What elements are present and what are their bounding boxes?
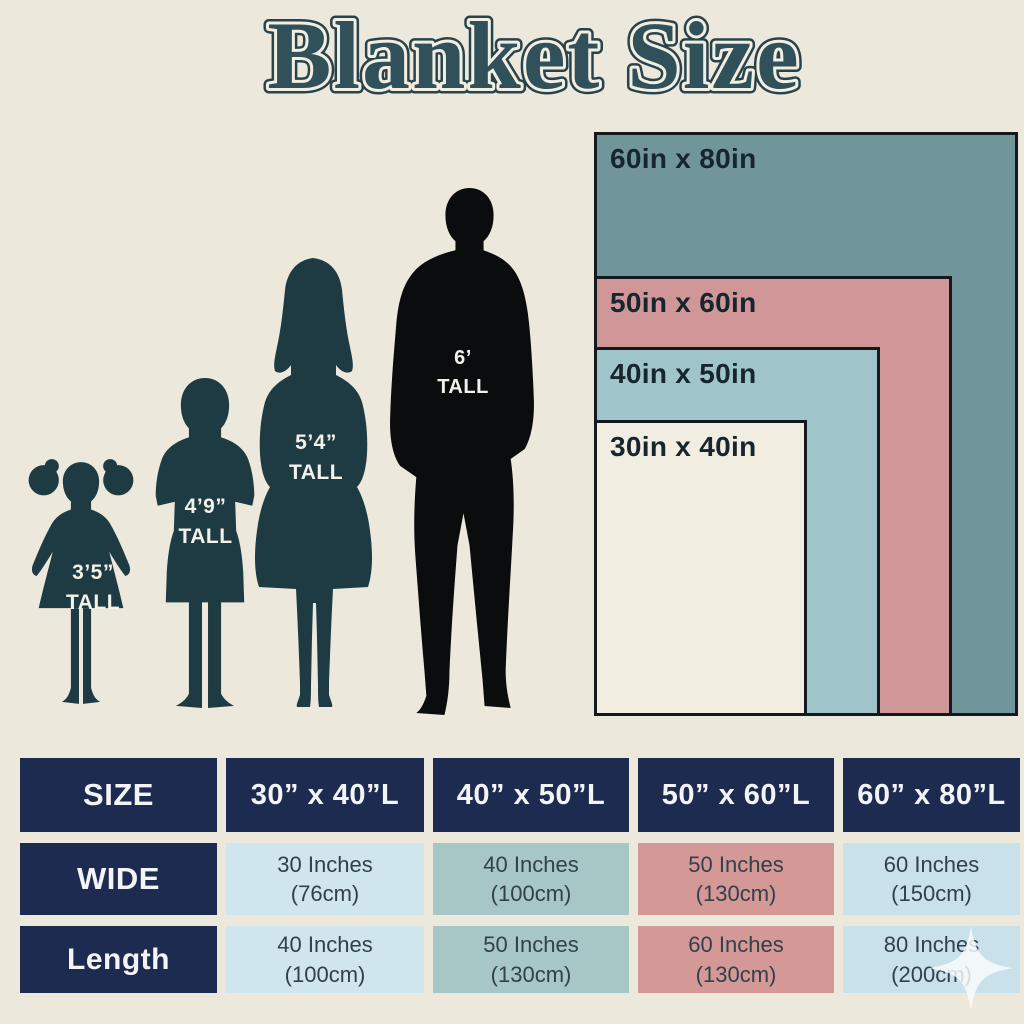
cell-value-metric: (130cm) [695,961,777,987]
man-height-label: 6’ TALL [418,344,508,402]
cell-value-metric: (130cm) [695,881,777,906]
page-title: Blanket Size Blanket Size Blanket Size [262,0,804,115]
table-row-length-label: Length [20,926,217,993]
table-cell-wide-60: 60 Inches (150cm) [843,843,1020,915]
cell-value-metric: (76cm) [290,881,360,906]
boy-height-value: 4’9” [184,495,227,518]
svg-text:Blanket Size: Blanket Size [267,2,800,109]
blanket-rect-30x40: 30in x 40in [594,420,807,716]
table-row-wide-label: WIDE [20,843,217,915]
cell-value-metric: (100cm) [490,881,572,906]
boy-silhouette-icon [155,378,255,708]
cell-value: 40 Inches [277,932,373,958]
table-header-60x80: 60” x 80”L [843,758,1020,832]
blanket-rect-50x60-label: 50in x 60in [610,287,757,318]
cell-value: 60 Inches [688,932,784,958]
woman-tall-text: TALL [288,461,344,485]
man-height-value: 6’ [454,347,472,369]
svg-text:Blanket Size: Blanket Size [267,2,800,109]
blanket-rect-30x40-label: 30in x 40in [610,431,757,462]
blanket-rect-40x50-label: 40in x 50in [610,358,757,389]
boy-height-label: 4’9” TALL [158,492,253,553]
woman-silhouette-icon [255,258,372,707]
girl-height-label: 3’5” TALL [47,558,139,619]
table-header-50x60: 50” x 60”L [638,758,834,832]
table-cell-length-40: 40 Inches (100cm) [226,926,424,993]
cell-value-metric: (100cm) [284,961,366,987]
cell-value: 30 Inches [277,851,373,877]
table-cell-wide-30: 30 Inches (76cm) [226,843,424,915]
woman-height-value: 5’4” [295,431,337,454]
sparkle-icon [928,926,1014,1011]
man-silhouette-icon [390,188,534,715]
girl-tall-text: TALL [65,591,121,615]
table-header-40x50: 40” x 50”L [433,758,629,832]
girl-height-value: 3’5” [72,561,114,584]
cell-value-metric: (130cm) [490,961,572,987]
man-tall-text: TALL [437,376,489,398]
blanket-rect-60x80-label: 60in x 80in [610,143,757,174]
table-cell-wide-40: 40 Inches (100cm) [433,843,629,915]
woman-height-label: 5’4” TALL [270,428,362,489]
svg-text:Blanket Size: Blanket Size [267,2,800,109]
cell-value: 50 Inches [688,851,784,877]
table-cell-length-60: 60 Inches (130cm) [638,926,834,993]
cell-value: 40 Inches [483,851,579,877]
cell-value: 60 Inches [883,851,980,877]
table-header-size: SIZE [20,758,217,832]
table-header-30x40: 30” x 40”L [226,758,424,832]
boy-tall-text: TALL [178,525,233,549]
table-cell-wide-50: 50 Inches (130cm) [638,843,834,915]
size-table: SIZE 30” x 40”L 40” x 50”L 50” x 60”L 60… [20,758,1020,993]
cell-value-metric: (150cm) [891,881,972,906]
table-cell-length-50: 50 Inches (130cm) [433,926,629,993]
girl-silhouette-icon [28,459,134,704]
cell-value: 50 Inches [483,932,579,958]
